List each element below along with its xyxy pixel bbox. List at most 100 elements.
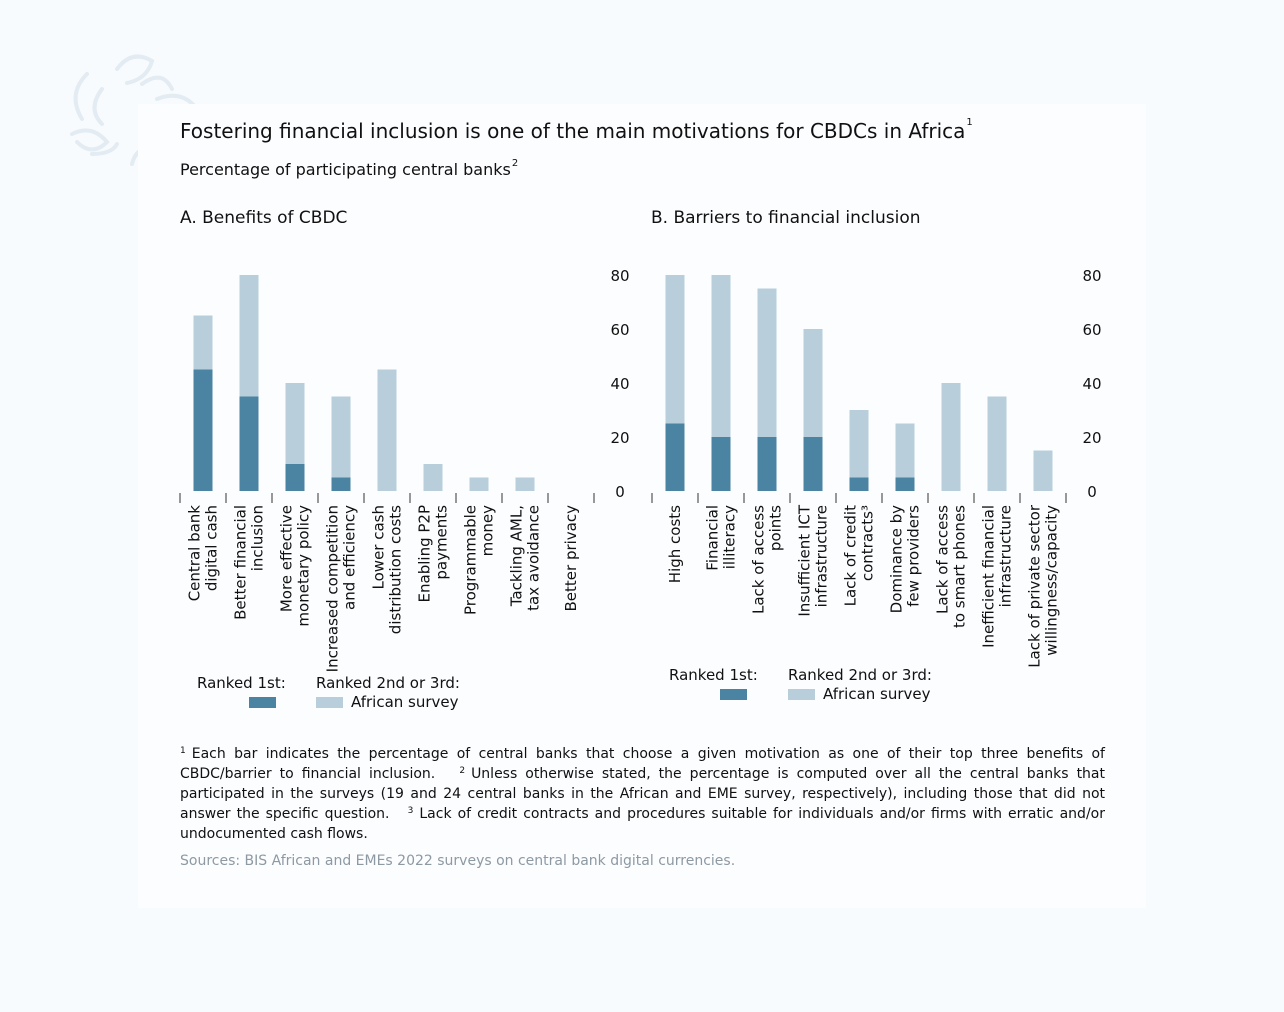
panel-b-category-label: Insufficient ICTinfrastructure (796, 504, 831, 616)
category-label-line: points (767, 505, 785, 551)
sources-note: Sources: BIS African and EMEs 2022 surve… (180, 853, 736, 869)
panel-b-bar-ranked-2nd-3rd (1033, 450, 1053, 491)
category-label-line: Inefficient financial (980, 505, 998, 648)
legend-a-ranked-2nd: Ranked 2nd or 3rd: (316, 674, 460, 692)
category-label-line: willingness/capacity (1043, 505, 1061, 656)
panel-a-bar-ranked-1st (239, 396, 259, 491)
panel-b-y-tick-label: 60 (1082, 321, 1101, 339)
panel-a-category-label: Increased competitionand efficiency (324, 505, 359, 672)
category-label-line: Dominance by (888, 505, 906, 613)
category-label-line: Lack of access (750, 505, 768, 614)
legend-a-swatch-1st (249, 697, 276, 708)
category-label-line: Tackling AML, (508, 505, 526, 607)
panel-b-bar-ranked-1st (757, 437, 777, 491)
category-label-line: to smart phones (951, 505, 969, 628)
category-label-line: Better privacy (562, 505, 580, 612)
category-label-line: illiteracy (721, 505, 739, 569)
panel-b-bar-ranked-2nd-3rd (895, 423, 915, 478)
panel-b-category-label: Lack of accesspoints (750, 505, 785, 614)
panel-a-bar-ranked-2nd-3rd (469, 477, 489, 491)
panel-b-bar-ranked-2nd-3rd (849, 410, 869, 478)
panel-b-bar-ranked-2nd-3rd (803, 329, 823, 437)
panel-b-category-label: Lack of creditcontracts³ (842, 505, 877, 606)
category-label-line: infrastructure (813, 505, 831, 607)
legend-b-ranked-1st: Ranked 1st: (669, 666, 758, 684)
category-label-line: inclusion (249, 505, 267, 571)
panel-b-category-label: Lack of accessto smart phones (934, 505, 969, 628)
footnotes: 1 Each bar indicates the percentage of ce… (180, 744, 1105, 844)
panel-a-bar-ranked-2nd-3rd (515, 477, 535, 491)
category-label-line: and efficiency (341, 505, 359, 610)
panel-b-bar-ranked-2nd-3rd (941, 383, 961, 491)
panel-b-title: B. Barriers to financial inclusion (651, 208, 921, 228)
category-label-line: Insufficient ICT (796, 504, 814, 616)
legend-a-african-survey: African survey (351, 693, 459, 711)
category-label-line: monetary policy (295, 505, 313, 627)
panel-b-category-label: Financialilliteracy (704, 505, 739, 571)
panel-b-category-label: Inefficient financialinfrastructure (980, 505, 1015, 648)
panel-b-y-tick-label: 40 (1082, 375, 1101, 393)
panel-a-category-label: Programmablemoney (462, 505, 497, 615)
panel-b-bar-ranked-1st (895, 477, 915, 491)
panel-b-bar-ranked-1st (849, 477, 869, 491)
panel-b-category-label: High costs (666, 505, 684, 583)
category-label-line: distribution costs (387, 505, 405, 634)
panel-a-category-label: Tackling AML,tax avoidance (508, 505, 543, 611)
panel-b-bar-ranked-1st (711, 437, 731, 491)
legend-a-ranked-1st: Ranked 1st: (197, 674, 286, 692)
category-label-line: Better financial (232, 505, 250, 620)
category-label-line: Enabling P2P (416, 505, 434, 602)
legend-b-swatch-2nd (788, 689, 815, 700)
category-label-line: Lack of access (934, 505, 952, 614)
category-label-line: Lack of private sector (1026, 504, 1044, 668)
panel-a-bar-ranked-2nd-3rd (239, 275, 259, 397)
panel-b-bar-ranked-2nd-3rd (665, 275, 685, 424)
panel-a-bar-ranked-2nd-3rd (377, 369, 397, 491)
panel-a-bar-ranked-2nd-3rd (331, 396, 351, 478)
panel-a-category-label: More effectivemonetary policy (278, 505, 313, 627)
panel-b-y-tick-label: 80 (1082, 267, 1101, 285)
panel-a-y-tick-label: 0 (615, 483, 625, 501)
panel-a-bar-ranked-1st (331, 477, 351, 491)
footnote-1: Each bar indicates the percentage of cen… (180, 746, 1105, 782)
panel-a-y-tick-label: 60 (610, 321, 629, 339)
category-label-line: Lower cash (370, 505, 388, 589)
category-label-line: Financial (704, 505, 722, 571)
panel-b-bar-ranked-2nd-3rd (757, 288, 777, 437)
panel-a-category-label: Lower cashdistribution costs (370, 505, 405, 634)
footnote-1-mark: 1 (180, 746, 186, 756)
panel-b-bar-ranked-2nd-3rd (711, 275, 731, 437)
panel-a-title: A. Benefits of CBDC (180, 208, 348, 228)
category-label-line: contracts³ (859, 505, 877, 581)
panel-a-y-tick-label: 40 (610, 375, 629, 393)
category-label-line: money (479, 505, 497, 557)
footnote-3: Lack of credit contracts and procedures … (180, 806, 1105, 842)
category-label-line: few providers (905, 505, 923, 607)
panel-a-category-label: Better financialinclusion (232, 505, 267, 620)
category-label-line: More effective (278, 505, 296, 612)
panel-a-category-label: Better privacy (562, 505, 580, 612)
panel-a-category-label: Enabling P2Ppayments (416, 505, 451, 603)
panel-a-bar-ranked-2nd-3rd (193, 315, 213, 370)
chart-subtitle: Percentage of participating central bank… (180, 158, 519, 179)
legend-b-ranked-2nd: Ranked 2nd or 3rd: (788, 666, 932, 684)
panel-a-y-tick-label: 20 (610, 429, 629, 447)
category-label-line: payments (433, 505, 451, 580)
panel-b-y-tick-label: 0 (1087, 483, 1097, 501)
category-label-line: Programmable (462, 505, 480, 615)
panel-b-bar-ranked-2nd-3rd (987, 396, 1007, 491)
legend-b-swatch-1st (720, 689, 747, 700)
category-label-line: infrastructure (997, 505, 1015, 607)
footnote-3-mark: 3 (407, 806, 414, 816)
panel-b-category-label: Dominance byfew providers (888, 505, 923, 614)
panel-a-bar-ranked-2nd-3rd (285, 383, 305, 464)
panel-a-category-label: Central bankdigital cash (186, 505, 221, 602)
panel-a-y-tick-label: 80 (610, 267, 629, 285)
panel-b-bar-ranked-1st (803, 437, 823, 491)
category-label-line: Central bank (186, 505, 204, 602)
panel-a-bar-ranked-1st (193, 369, 213, 491)
legend-a-swatch-2nd (316, 697, 343, 708)
footnote-2: Unless otherwise stated, the percentage … (180, 766, 1105, 822)
panel-a-bar-ranked-2nd-3rd (423, 464, 443, 491)
